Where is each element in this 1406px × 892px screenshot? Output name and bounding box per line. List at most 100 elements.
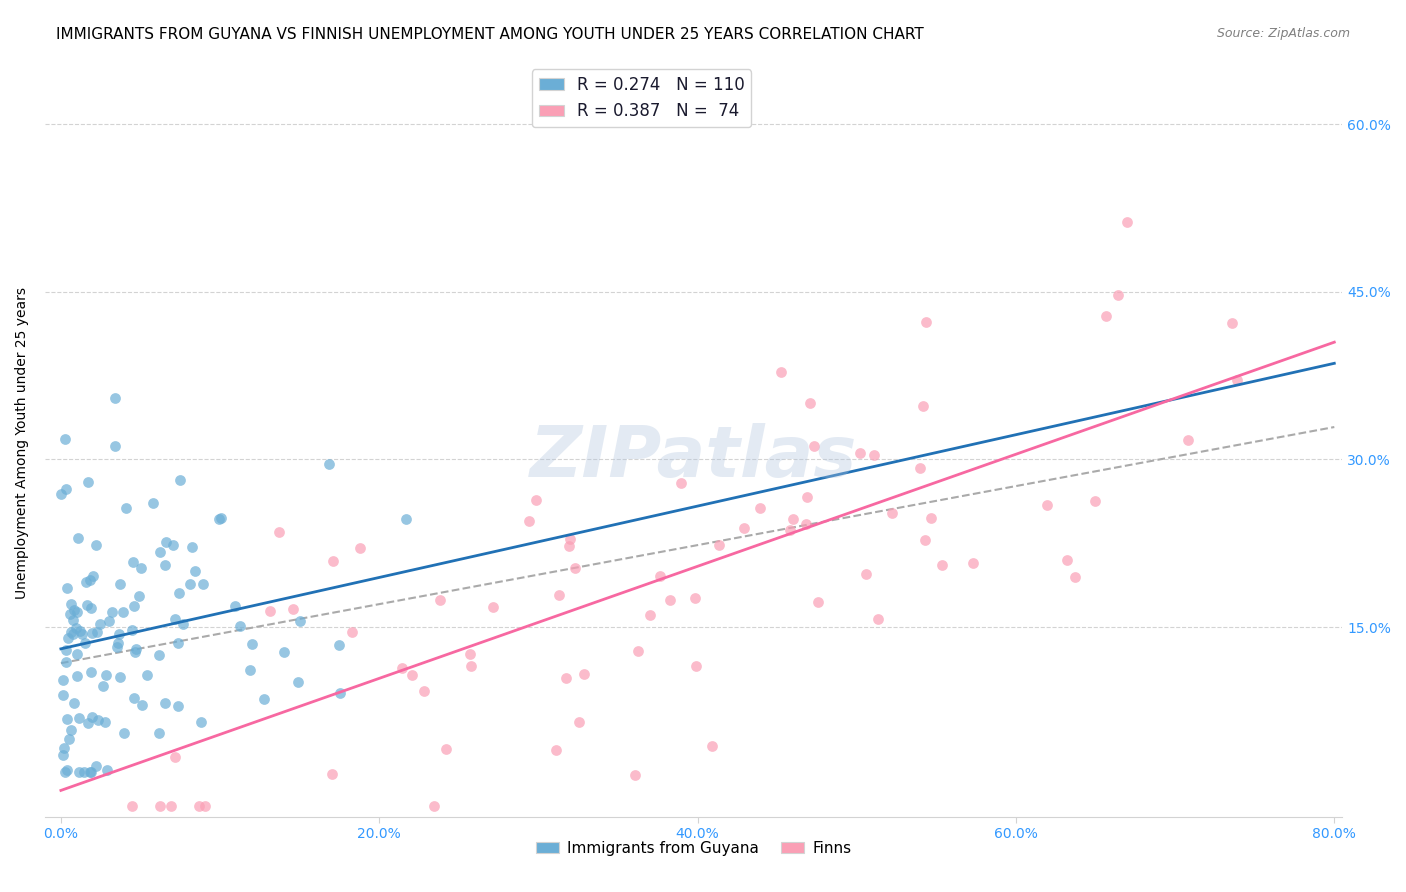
Point [59, 723, 82, 738]
Point [626, 643, 648, 657]
Point [749, 500, 772, 515]
Point [162, 538, 184, 552]
Text: ZIPatlas: ZIPatlas [530, 423, 858, 492]
Point [67, 531, 90, 545]
Point [187, 798, 209, 813]
Point [79, 765, 101, 780]
Point [912, 399, 935, 413]
Point [60, 598, 83, 612]
Point [82, 710, 104, 724]
Point [148, 725, 170, 739]
Point [59, 607, 82, 622]
Point [79, 573, 101, 587]
Point [648, 569, 671, 583]
Point [104, 392, 127, 406]
Point [169, 474, 191, 488]
Point [122, 555, 145, 569]
Point [179, 577, 201, 591]
Point [659, 593, 682, 607]
Point [1064, 569, 1087, 583]
Point [391, 661, 413, 675]
Point [349, 541, 371, 555]
Point [149, 798, 172, 813]
Point [184, 564, 207, 578]
Point [328, 638, 350, 652]
Point [322, 554, 344, 568]
Point [803, 439, 825, 453]
Point [73, 765, 96, 780]
Point [165, 750, 187, 764]
Point [51, 688, 73, 702]
Point [281, 602, 304, 616]
Point [131, 561, 153, 575]
Point [1116, 215, 1139, 229]
Point [75, 574, 97, 589]
Point [112, 726, 135, 740]
Point [769, 365, 792, 379]
Point [121, 798, 143, 813]
Point [194, 798, 217, 813]
Point [52, 673, 75, 687]
Point [115, 500, 138, 515]
Point [190, 714, 212, 729]
Point [58, 631, 80, 645]
Point [547, 588, 569, 602]
Point [107, 636, 129, 650]
Point [60, 625, 83, 640]
Point [413, 684, 436, 698]
Point [558, 533, 581, 547]
Y-axis label: Unemployment Among Youth under 25 years: Unemployment Among Youth under 25 years [15, 286, 30, 599]
Point [914, 533, 936, 547]
Point [66, 606, 89, 620]
Point [290, 615, 312, 629]
Point [1107, 288, 1129, 302]
Point [555, 671, 578, 685]
Point [107, 640, 129, 655]
Point [685, 659, 707, 673]
Point [94, 714, 117, 729]
Point [931, 558, 953, 573]
Point [914, 315, 936, 329]
Text: IMMIGRANTS FROM GUYANA VS FINNISH UNEMPLOYMENT AMONG YOUTH UNDER 25 YEARS CORREL: IMMIGRANTS FROM GUYANA VS FINNISH UNEMPL… [56, 27, 924, 42]
Point [89, 616, 111, 631]
Point [1056, 552, 1078, 566]
Point [160, 798, 183, 813]
Point [80, 600, 103, 615]
Point [79, 765, 101, 780]
Point [669, 475, 692, 490]
Point [66, 669, 89, 683]
Point [1177, 434, 1199, 448]
Point [82, 626, 104, 640]
Text: Source: ZipAtlas.com: Source: ZipAtlas.com [1216, 27, 1350, 40]
Point [209, 510, 232, 524]
Point [240, 637, 263, 651]
Point [882, 506, 904, 520]
Point [82, 569, 104, 583]
Point [191, 577, 214, 591]
Point [863, 448, 886, 462]
Point [69, 624, 91, 638]
Point [149, 545, 172, 559]
Point [1220, 316, 1243, 330]
Point [273, 645, 295, 659]
Point [782, 511, 804, 525]
Point [564, 560, 586, 574]
Point [340, 625, 363, 640]
Point [122, 690, 145, 705]
Point [148, 648, 170, 663]
Point [153, 697, 176, 711]
Point [401, 668, 423, 682]
Point [51, 486, 73, 500]
Point [84, 759, 107, 773]
Point [67, 765, 90, 780]
Point [267, 525, 290, 540]
Point [167, 586, 190, 600]
Point [58, 731, 80, 746]
Point [253, 692, 276, 706]
Point [55, 643, 77, 657]
Point [849, 446, 872, 460]
Point [799, 396, 821, 410]
Point [458, 647, 481, 661]
Point [624, 768, 647, 782]
Point [395, 512, 418, 526]
